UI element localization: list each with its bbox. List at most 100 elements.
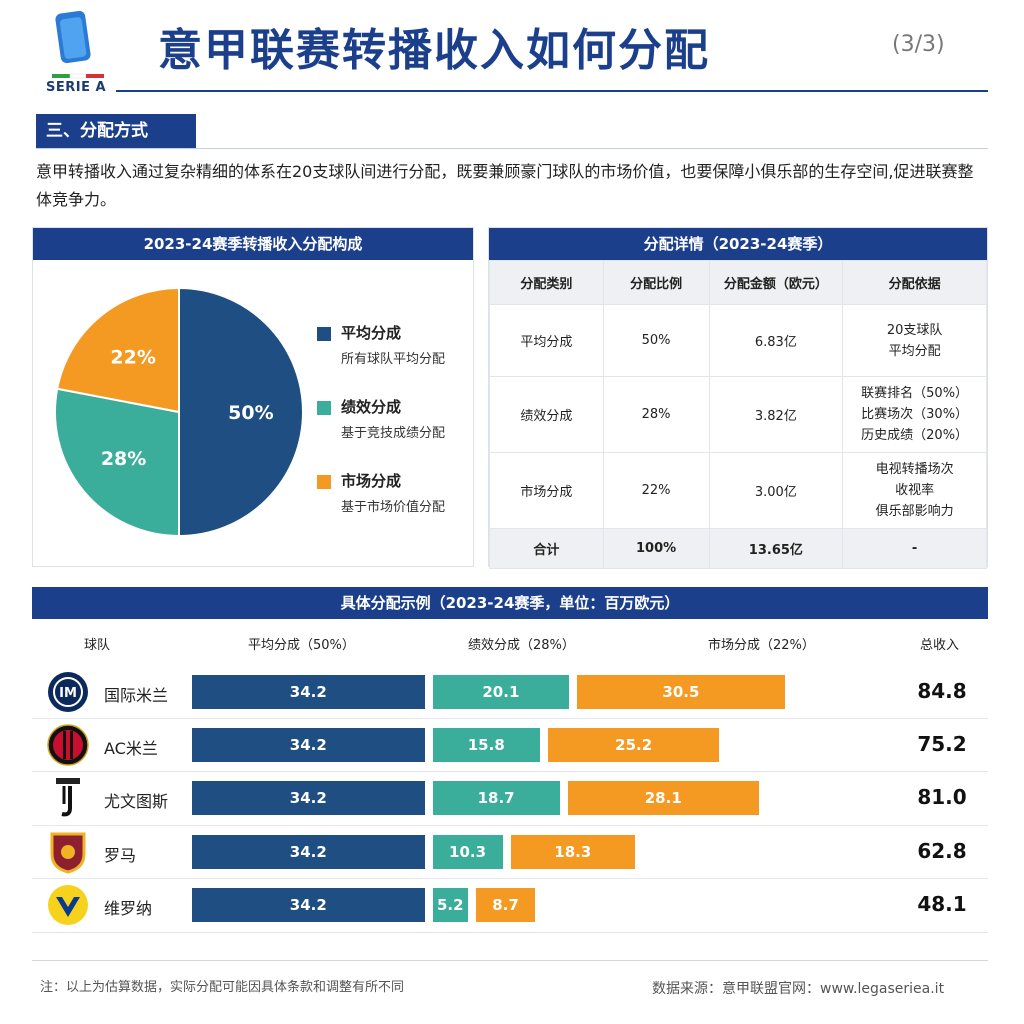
detail-category: 绩效分成 — [489, 376, 604, 453]
detail-row: 平均分成 50% 6.83亿 20支球队 平均分配 — [489, 304, 987, 377]
detail-category: 市场分成 — [489, 452, 604, 529]
section-label: 三、分配方式 — [36, 114, 196, 148]
legend-item: 市场分成基于市场价值分配 — [317, 470, 467, 544]
page-number: (3/3) — [892, 32, 945, 57]
bar-segment: 34.2 — [192, 781, 425, 815]
detail-total-category: 合计 — [489, 528, 604, 569]
page-title: 意甲联赛转播收入如何分配 — [158, 25, 710, 76]
row-separator — [32, 718, 988, 719]
pie-slice — [56, 286, 180, 414]
pie-panel: 2023-24赛季转播收入分配构成 50% 28% 22% 平均分成 所有球队平均分配… — [32, 227, 474, 567]
row-separator — [32, 878, 988, 879]
verona-logo-icon — [48, 885, 88, 925]
detail-basis: 联赛排名（50%） 比赛场次（30%） 历史成绩（20%） — [842, 376, 987, 453]
detail-ratio: 22% — [602, 452, 710, 529]
detail-basis-line: 俱乐部影响力 — [875, 504, 954, 519]
team-name: AC米兰 — [104, 739, 158, 758]
legend-title: 平均分成 — [341, 324, 402, 342]
data-source: 数据来源：意甲联盟官网：www.legaseriea.it — [652, 981, 945, 997]
team-name: 尤文图斯 — [104, 792, 169, 811]
detail-total-amount: 13.65亿 — [708, 528, 844, 569]
total-value: 62.8 — [917, 839, 967, 863]
detail-total-row: 合计 100% 13.65亿 - — [489, 528, 987, 569]
serie-a-logo-icon — [50, 10, 104, 79]
bar-segment: 34.2 — [192, 888, 425, 922]
detail-basis-line: 联赛排名（50%） — [861, 386, 969, 401]
bar-segment: 18.7 — [432, 781, 560, 815]
pie-chart: 50% 28% 22% — [54, 286, 304, 538]
bar-segment: 34.2 — [192, 728, 425, 762]
legend-desc: 基于竞技成绩分配 — [341, 426, 446, 441]
total-value: 75.2 — [917, 732, 967, 756]
col-head-total: 总收入 — [920, 638, 960, 653]
detail-table: 分配类别 分配比例 分配金额（欧元） 分配依据 平均分成 50% 6.83亿 2… — [489, 260, 987, 569]
title-divider — [116, 90, 988, 92]
legend-swatch — [317, 327, 331, 341]
legend-item: 平均分成所有球队平均分配 — [317, 322, 467, 396]
intro-text: 意甲转播收入通过复杂精细的体系在20支球队间进行分配，既要兼顾豪门球队的市场价值… — [36, 162, 974, 209]
detail-amount: 6.83亿 — [708, 304, 844, 377]
footnote: 注：以上为估算数据，实际分配可能因具体条款和调整有所不同 — [40, 980, 405, 995]
detail-basis-line: 收视率 — [895, 483, 935, 498]
bar-segment: 34.2 — [192, 675, 425, 709]
ac-milan-logo-icon — [47, 724, 89, 766]
col-head-team: 球队 — [84, 638, 111, 653]
svg-text:IM: IM — [59, 686, 77, 701]
legend-desc: 所有球队平均分配 — [341, 352, 446, 367]
detail-header-ratio: 分配比例 — [602, 260, 710, 305]
row-separator — [32, 771, 988, 772]
logo-text: SERIE A — [46, 80, 107, 95]
bar-segment: 18.3 — [510, 835, 636, 869]
detail-basis: 20支球队 平均分配 — [842, 304, 987, 377]
row-separator — [32, 932, 988, 933]
detail-row: 市场分成 22% 3.00亿 电视转播场次 收视率 俱乐部影响力 — [489, 452, 987, 529]
detail-header-basis: 分配依据 — [842, 260, 987, 305]
pie-slice-label: 22% — [110, 347, 155, 369]
pie-slice-label: 50% — [228, 402, 273, 424]
legend-title: 绩效分成 — [341, 398, 402, 416]
detail-total-ratio: 100% — [602, 528, 710, 569]
legend-title: 市场分成 — [341, 472, 402, 490]
pie-slice — [54, 387, 180, 538]
pie-slice — [178, 286, 304, 538]
detail-row: 绩效分成 28% 3.82亿 联赛排名（50%） 比赛场次（30%） 历史成绩（… — [489, 376, 987, 453]
legend-item: 绩效分成基于竞技成绩分配 — [317, 396, 467, 470]
detail-basis-line: 历史成绩（20%） — [861, 428, 969, 443]
bars-title: 具体分配示例（2023-24赛季，单位：百万欧元） — [32, 587, 988, 619]
detail-title: 分配详情（2023-24赛季） — [489, 228, 987, 260]
row-separator — [32, 825, 988, 826]
detail-category: 平均分成 — [489, 304, 604, 377]
team-name: 维罗纳 — [104, 899, 153, 918]
detail-total-basis: - — [842, 528, 987, 569]
pie-legend: 平均分成所有球队平均分配 绩效分成基于竞技成绩分配 市场分成基于市场价值分配 — [317, 322, 467, 544]
col-head-market: 市场分成（22%） — [708, 638, 815, 653]
detail-basis-line: 平均分配 — [888, 343, 941, 359]
bar-segment: 30.5 — [577, 675, 785, 709]
detail-basis-line: 比赛场次（30%） — [861, 407, 969, 422]
team-name: 国际米兰 — [104, 686, 169, 705]
col-head-average: 平均分成（50%） — [248, 638, 355, 653]
detail-basis-line: 20支球队 — [886, 322, 943, 338]
detail-ratio: 28% — [602, 376, 710, 453]
bar-segment: 10.3 — [432, 835, 503, 869]
total-value: 48.1 — [917, 892, 967, 916]
legend-swatch — [317, 475, 331, 489]
legend-desc: 基于市场价值分配 — [341, 500, 446, 515]
detail-header-category: 分配类别 — [489, 260, 604, 305]
pie-slice-label: 28% — [101, 448, 146, 470]
section-divider — [36, 148, 988, 149]
detail-amount: 3.82亿 — [708, 376, 844, 453]
detail-amount: 3.00亿 — [708, 452, 844, 529]
bar-segment: 28.1 — [567, 781, 759, 815]
detail-panel: 分配详情（2023-24赛季） 分配类别 分配比例 分配金额（欧元） 分配依据 … — [488, 227, 988, 569]
bar-segment: 20.1 — [432, 675, 570, 709]
total-value: 84.8 — [917, 679, 967, 703]
bar-segment: 5.2 — [432, 888, 468, 922]
detail-ratio: 50% — [602, 304, 710, 377]
juventus-logo-icon — [56, 778, 80, 817]
footer-divider — [32, 960, 988, 961]
total-value: 81.0 — [917, 785, 967, 809]
bar-segment: 34.2 — [192, 835, 425, 869]
detail-basis: 电视转播场次 收视率 俱乐部影响力 — [842, 452, 987, 529]
detail-header-amount: 分配金额（欧元） — [708, 260, 844, 305]
